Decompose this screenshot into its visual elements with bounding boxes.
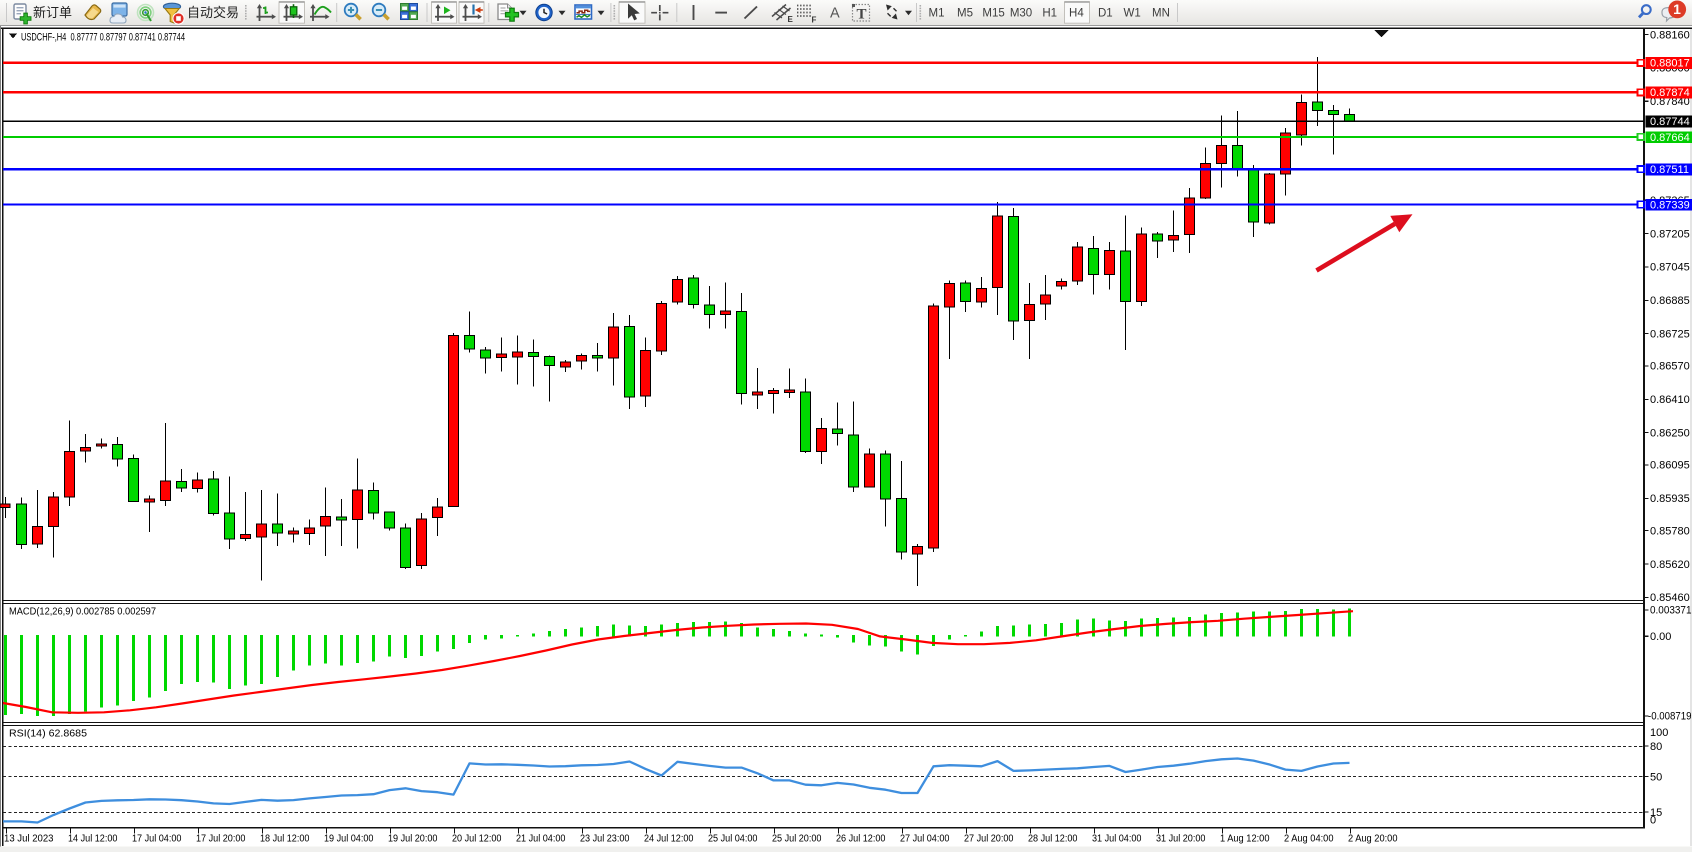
svg-text:新订单: 新订单 xyxy=(33,5,72,20)
svg-text:23 Jul 23:00: 23 Jul 23:00 xyxy=(580,834,630,845)
svg-text:25 Jul 20:00: 25 Jul 20:00 xyxy=(772,834,822,845)
svg-text:31 Jul 04:00: 31 Jul 04:00 xyxy=(1092,834,1142,845)
svg-text:F: F xyxy=(812,16,817,25)
svg-text:0.86570: 0.86570 xyxy=(1650,361,1690,373)
svg-text:100: 100 xyxy=(1650,727,1668,739)
svg-text:H1: H1 xyxy=(1042,8,1057,20)
svg-text:0.88160: 0.88160 xyxy=(1650,29,1690,41)
svg-text:USDCHF-,H4 0.87777 0.87797 0.: USDCHF-,H4 0.87777 0.87797 0.87741 0.877… xyxy=(21,32,185,44)
svg-text:27 Jul 20:00: 27 Jul 20:00 xyxy=(964,834,1014,845)
svg-text:M30: M30 xyxy=(1010,8,1032,20)
svg-text:14 Jul 12:00: 14 Jul 12:00 xyxy=(68,834,118,845)
svg-text:自动交易: 自动交易 xyxy=(187,5,239,20)
svg-text:0.00: 0.00 xyxy=(1650,631,1671,643)
svg-text:18 Jul 12:00: 18 Jul 12:00 xyxy=(260,834,310,845)
svg-text:0.87840: 0.87840 xyxy=(1650,96,1690,108)
svg-text:0.87205: 0.87205 xyxy=(1650,228,1690,240)
svg-text:19 Jul 04:00: 19 Jul 04:00 xyxy=(324,834,374,845)
svg-text:RSI(14) 62.8685: RSI(14) 62.8685 xyxy=(9,728,87,740)
svg-text:27 Jul 04:00: 27 Jul 04:00 xyxy=(900,834,950,845)
svg-text:0.87744: 0.87744 xyxy=(1650,116,1690,128)
svg-text:0.87045: 0.87045 xyxy=(1650,262,1690,274)
svg-text:17 Jul 20:00: 17 Jul 20:00 xyxy=(196,834,246,845)
svg-text:19 Jul 20:00: 19 Jul 20:00 xyxy=(388,834,438,845)
svg-text:50: 50 xyxy=(1650,771,1662,783)
svg-text:D1: D1 xyxy=(1098,8,1113,20)
svg-text:1: 1 xyxy=(1673,1,1681,17)
svg-text:24 Jul 12:00: 24 Jul 12:00 xyxy=(644,834,694,845)
svg-text:0.87511: 0.87511 xyxy=(1650,164,1689,176)
svg-text:M5: M5 xyxy=(957,8,973,20)
svg-text:26 Jul 12:00: 26 Jul 12:00 xyxy=(836,834,886,845)
svg-text:0.86250: 0.86250 xyxy=(1650,427,1690,439)
svg-text:20 Jul 12:00: 20 Jul 12:00 xyxy=(452,834,502,845)
svg-text:2 Aug 04:00: 2 Aug 04:00 xyxy=(1284,834,1334,845)
svg-text:0.86725: 0.86725 xyxy=(1650,328,1690,340)
svg-text:0.87339: 0.87339 xyxy=(1650,199,1690,211)
svg-text:28 Jul 12:00: 28 Jul 12:00 xyxy=(1028,834,1078,845)
svg-text:21 Jul 04:00: 21 Jul 04:00 xyxy=(516,834,566,845)
svg-text:0.85780: 0.85780 xyxy=(1650,525,1690,537)
svg-text:0: 0 xyxy=(1650,815,1656,827)
svg-text:H4: H4 xyxy=(1069,8,1084,20)
svg-text:0.85935: 0.85935 xyxy=(1650,493,1690,505)
svg-text:2 Aug 20:00: 2 Aug 20:00 xyxy=(1348,834,1398,845)
svg-text:0.88017: 0.88017 xyxy=(1650,58,1690,70)
svg-text:80: 80 xyxy=(1650,741,1662,753)
svg-text:-0.008719: -0.008719 xyxy=(1648,711,1692,723)
svg-text:0.85620: 0.85620 xyxy=(1650,559,1690,571)
svg-text:0.87664: 0.87664 xyxy=(1650,132,1690,144)
svg-text:E: E xyxy=(788,15,794,24)
svg-text:0.87874: 0.87874 xyxy=(1650,87,1690,99)
svg-text:0.85460: 0.85460 xyxy=(1650,592,1690,604)
svg-text:A: A xyxy=(830,6,840,22)
svg-text:0.003371: 0.003371 xyxy=(1650,605,1692,617)
svg-text:0.86095: 0.86095 xyxy=(1650,460,1690,472)
svg-text:15: 15 xyxy=(1650,807,1662,819)
svg-text:17 Jul 04:00: 17 Jul 04:00 xyxy=(132,834,182,845)
svg-text:M15: M15 xyxy=(982,8,1004,20)
svg-text:1 Aug 12:00: 1 Aug 12:00 xyxy=(1220,834,1270,845)
svg-text:0.86885: 0.86885 xyxy=(1650,295,1690,307)
svg-text:MN: MN xyxy=(1152,8,1170,20)
svg-text:W1: W1 xyxy=(1123,8,1140,20)
svg-text:25 Jul 04:00: 25 Jul 04:00 xyxy=(708,834,758,845)
svg-text:MACD(12,26,9) 0.002785 0.00259: MACD(12,26,9) 0.002785 0.002597 xyxy=(9,606,156,618)
svg-text:31 Jul 20:00: 31 Jul 20:00 xyxy=(1156,834,1206,845)
svg-text:13 Jul 2023: 13 Jul 2023 xyxy=(4,834,54,845)
svg-text:0.86410: 0.86410 xyxy=(1650,394,1690,406)
svg-text:T: T xyxy=(857,7,867,23)
svg-text:M1: M1 xyxy=(929,8,945,20)
